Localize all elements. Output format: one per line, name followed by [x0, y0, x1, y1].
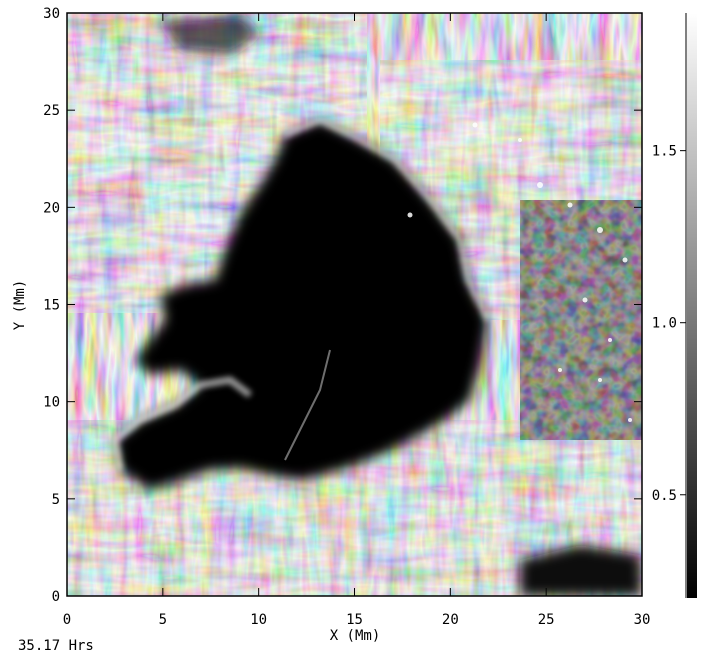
x-tick-label: 20 [442, 612, 459, 628]
x-tick-label: 30 [634, 612, 651, 628]
colorbar-tick-label: 1.0 [652, 316, 677, 332]
x-tick-label: 15 [346, 612, 363, 628]
x-axis-ticks: 0 5 10 15 20 25 30 [63, 13, 651, 628]
x-tick-label: 0 [63, 612, 71, 628]
y-tick-label: 25 [43, 103, 60, 119]
time-label: 35.17 Hrs [18, 638, 94, 654]
x-tick-label: 10 [250, 612, 267, 628]
x-tick-label: 25 [538, 612, 555, 628]
y-axis-ticks: 0 5 10 15 20 25 30 [43, 6, 642, 605]
umbra [115, 15, 642, 596]
colorbar-ticks: 1.5 1.0 0.5 [652, 144, 686, 504]
colorbar-tick-label: 1.5 [652, 144, 677, 160]
y-tick-label: 10 [43, 395, 60, 411]
y-tick-label: 15 [43, 298, 60, 314]
y-axis-title: Y (Mm) [12, 280, 28, 331]
x-axis-title: X (Mm) [330, 628, 381, 644]
y-tick-label: 20 [43, 200, 60, 216]
y-tick-label: 30 [43, 6, 60, 22]
x-tick-label: 5 [159, 612, 167, 628]
y-tick-label: 0 [52, 589, 60, 605]
sunspot-image [67, 13, 642, 596]
colorbar-tick-label: 0.5 [652, 488, 677, 504]
colorbar [687, 13, 697, 598]
y-tick-label: 5 [52, 492, 60, 508]
